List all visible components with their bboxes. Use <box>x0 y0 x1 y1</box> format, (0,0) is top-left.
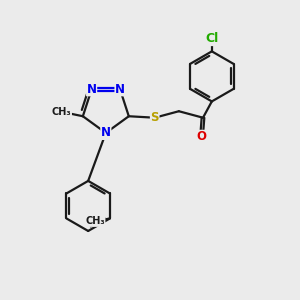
Text: Cl: Cl <box>205 32 218 46</box>
Text: N: N <box>101 126 111 140</box>
Text: N: N <box>87 83 97 96</box>
Text: S: S <box>151 111 159 124</box>
Text: CH₃: CH₃ <box>52 107 71 117</box>
Text: N: N <box>115 83 125 96</box>
Text: O: O <box>196 130 206 143</box>
Text: CH₃: CH₃ <box>85 216 105 226</box>
